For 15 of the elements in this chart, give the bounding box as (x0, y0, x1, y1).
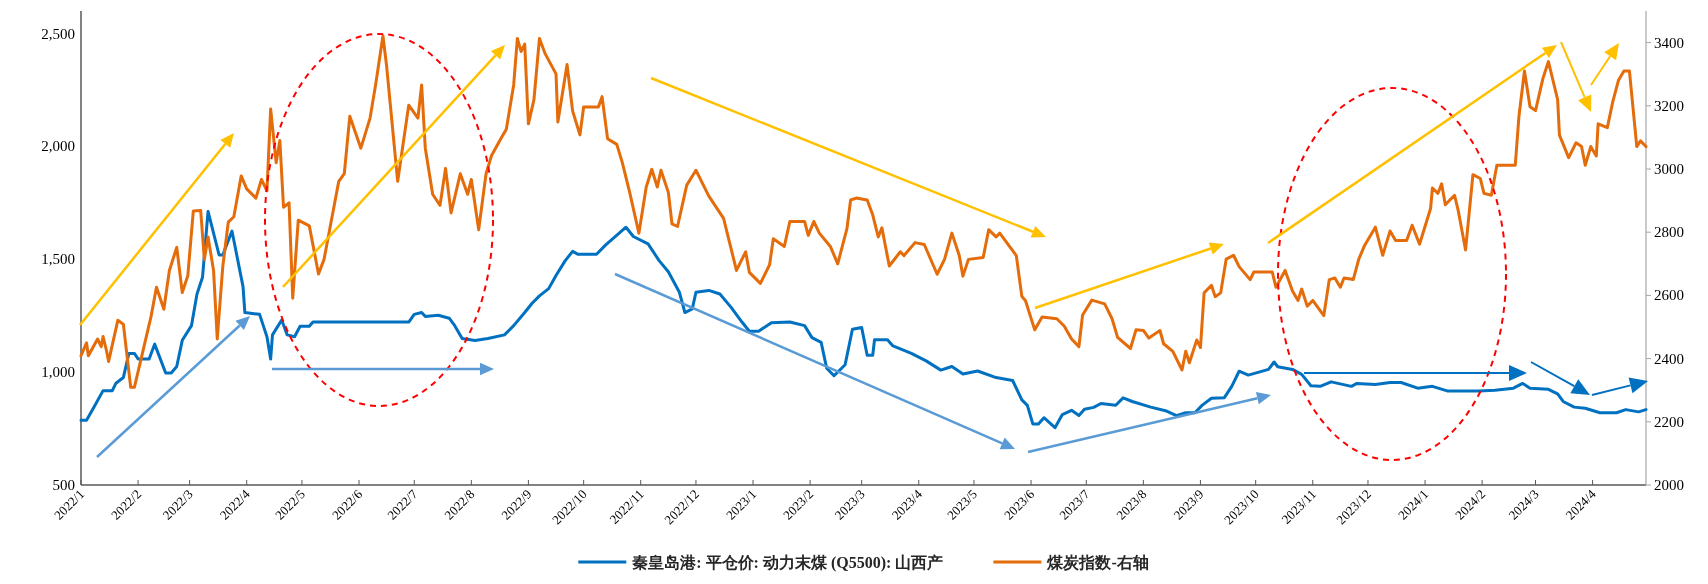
legend-label: 煤炭指数-右轴 (1046, 554, 1149, 571)
y-tick-label: 2,500 (41, 25, 75, 42)
legend-label: 秦皇岛港: 平仓价: 动力末煤 (Q5500): 山西产 (632, 554, 944, 572)
y2-tick-label: 2800 (1654, 224, 1684, 241)
y2-tick-label: 2200 (1654, 413, 1684, 430)
y2-tick-label: 3200 (1654, 97, 1684, 114)
y-tick-label: 2,000 (41, 138, 75, 155)
y2-tick-label: 3000 (1654, 161, 1684, 177)
y2-tick-label: 2000 (1654, 477, 1684, 493)
y2-tick-label: 2600 (1654, 287, 1684, 304)
y-tick-label: 1,000 (41, 364, 75, 381)
y-tick-label: 1,500 (41, 251, 75, 268)
y2-tick-label: 3400 (1654, 34, 1684, 51)
y-tick-label: 500 (52, 477, 75, 493)
y2-tick-label: 2400 (1654, 350, 1684, 367)
